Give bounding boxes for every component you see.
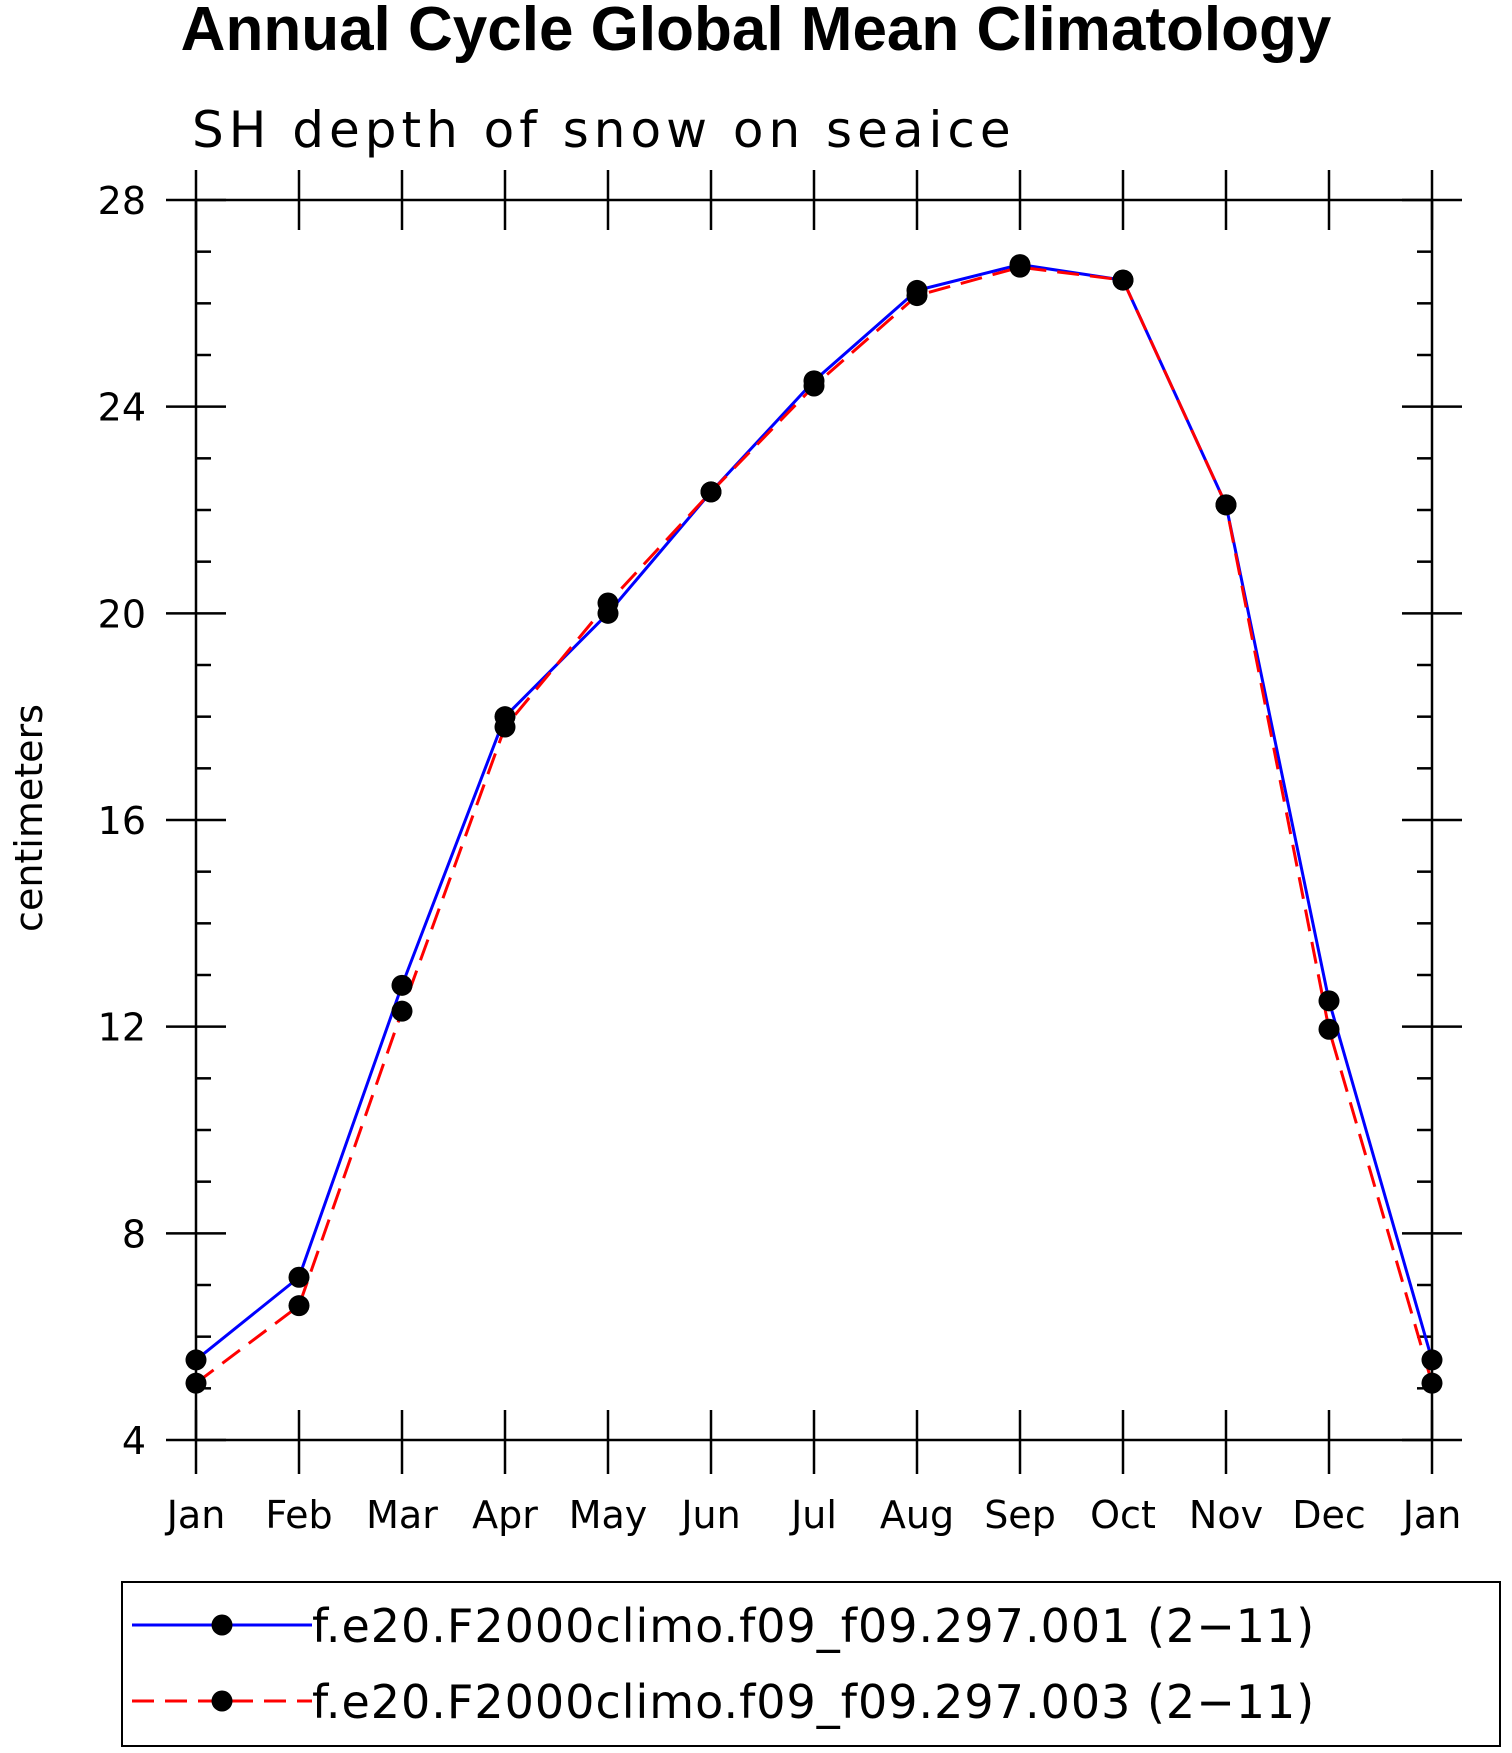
chart-subtitle: SH depth of snow on seaice: [192, 101, 1016, 159]
legend-box: [121, 1581, 1501, 1747]
x-tick-label: Jul: [789, 1493, 837, 1537]
series-2-point: [288, 1295, 310, 1317]
series-1-point: [185, 1349, 207, 1371]
y-tick-label: 28: [98, 179, 146, 223]
series-2-point: [803, 375, 825, 397]
series-1-point: [288, 1266, 310, 1288]
x-tick-label: Jun: [679, 1493, 740, 1537]
chart-title: Annual Cycle Global Mean Climatology: [181, 0, 1332, 64]
x-tick-label: Dec: [1292, 1493, 1366, 1537]
y-tick-label: 4: [122, 1419, 146, 1463]
series-2-point: [1112, 269, 1134, 291]
series-2-point: [1009, 256, 1031, 278]
legend-label-2: f.e20.F2000climo.f09_f09.297.003 (2−11): [312, 1675, 1315, 1729]
x-tick-label: Apr: [472, 1493, 538, 1537]
y-tick-label: 12: [98, 1006, 146, 1050]
x-tick-label: Aug: [880, 1493, 954, 1537]
x-tick-label: Mar: [366, 1493, 438, 1537]
series-2-point: [906, 285, 928, 307]
plot-area: 4 8 12 16 20 24 28 Jan Feb Mar Apr May Jun Jul Aug Sep O…: [98, 170, 1462, 1537]
y-tick-label: 16: [98, 799, 146, 843]
series-1-point: [391, 974, 413, 996]
x-tick-label: Jan: [165, 1493, 226, 1537]
legend-marker-2: [211, 1690, 233, 1712]
series-2-point: [597, 592, 619, 614]
legend: f.e20.F2000climo.f09_f09.297.001 (2−11) f…: [121, 1581, 1501, 1747]
legend-label-1: f.e20.F2000climo.f09_f09.297.001 (2−11): [312, 1599, 1315, 1653]
x-tick-label: Oct: [1090, 1493, 1156, 1537]
series-2-point: [1215, 494, 1237, 516]
series-2-point: [700, 481, 722, 503]
y-tick-label: 8: [122, 1212, 146, 1256]
series-line-1: [195, 263, 1434, 1362]
legend-marker-1: [211, 1614, 233, 1636]
series-2-point: [1421, 1372, 1443, 1394]
y-axis-label: centimeters: [7, 704, 51, 932]
y-tick-label: 20: [98, 592, 146, 636]
series-1-point: [1318, 990, 1340, 1012]
x-tick-label: Feb: [265, 1493, 332, 1537]
x-tick-label: Nov: [1189, 1493, 1263, 1537]
x-tick-label: Sep: [984, 1493, 1056, 1537]
x-tick-label: May: [569, 1493, 648, 1537]
series-line-2: [195, 265, 1434, 1385]
x-tick-label: Jan: [1401, 1493, 1462, 1537]
y-tick-label: 24: [98, 386, 146, 430]
series-2-point: [185, 1372, 207, 1394]
series-2-point: [391, 1000, 413, 1022]
series-2-point: [1318, 1018, 1340, 1040]
series-1-point: [1421, 1349, 1443, 1371]
series-2-point: [494, 716, 516, 738]
